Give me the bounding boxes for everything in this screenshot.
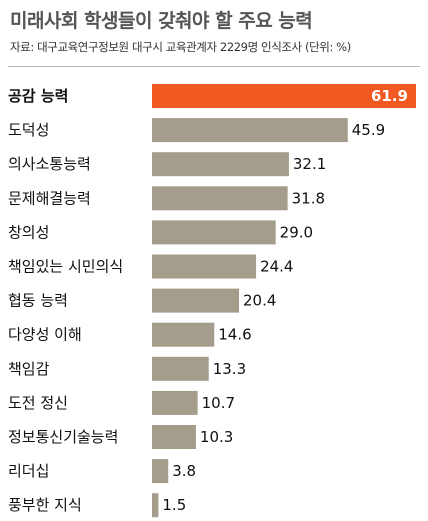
- category-label: 리더십: [8, 462, 49, 480]
- bar: [152, 118, 348, 143]
- bar: [152, 186, 288, 211]
- category-label: 다양성 이해: [8, 326, 82, 344]
- category-label: 의사소통능력: [8, 155, 91, 173]
- category-label: 창의성: [8, 223, 49, 241]
- value-label: 13.3: [213, 360, 246, 378]
- value-label: 45.9: [352, 121, 385, 139]
- category-label: 문제해결능력: [8, 189, 91, 207]
- bar: [152, 356, 209, 381]
- value-label: 20.4: [243, 292, 276, 310]
- value-label: 10.7: [202, 394, 235, 412]
- category-label: 도덕성: [8, 121, 49, 139]
- bar: [152, 459, 169, 484]
- value-label: 14.6: [218, 326, 251, 344]
- chart-subtitle: 자료: 대구교육연구정보원 대구시 교육관계자 2229명 인식조사 (단위: …: [10, 40, 351, 54]
- value-label: 3.8: [172, 462, 196, 480]
- category-label: 풍부한 지식: [8, 496, 82, 514]
- value-label: 31.8: [292, 189, 325, 207]
- bar: [152, 220, 276, 245]
- bar: [152, 390, 198, 415]
- value-label: 32.1: [293, 155, 326, 173]
- bar: [152, 322, 215, 347]
- value-label: 29.0: [280, 223, 313, 241]
- title-divider: [8, 66, 420, 67]
- bar: [152, 254, 257, 279]
- category-label: 책임감: [8, 360, 50, 378]
- bar: [152, 493, 159, 518]
- category-label: 도전 정신: [8, 394, 68, 412]
- bar: [152, 288, 240, 313]
- value-label: 24.4: [260, 258, 293, 276]
- category-label: 공감 능력: [8, 87, 68, 105]
- bar: [152, 84, 416, 108]
- chart-title: 미래사회 학생들이 갖춰야 할 주요 능력: [10, 10, 313, 32]
- value-label: 61.9: [371, 87, 408, 105]
- value-label: 10.3: [200, 428, 233, 446]
- value-label: 1.5: [162, 496, 186, 514]
- category-label: 책임있는 시민의식: [8, 258, 123, 276]
- bar: [152, 425, 196, 449]
- bar: [152, 152, 289, 177]
- category-label: 협동 능력: [8, 292, 68, 310]
- category-label: 정보통신기술능력: [8, 428, 118, 446]
